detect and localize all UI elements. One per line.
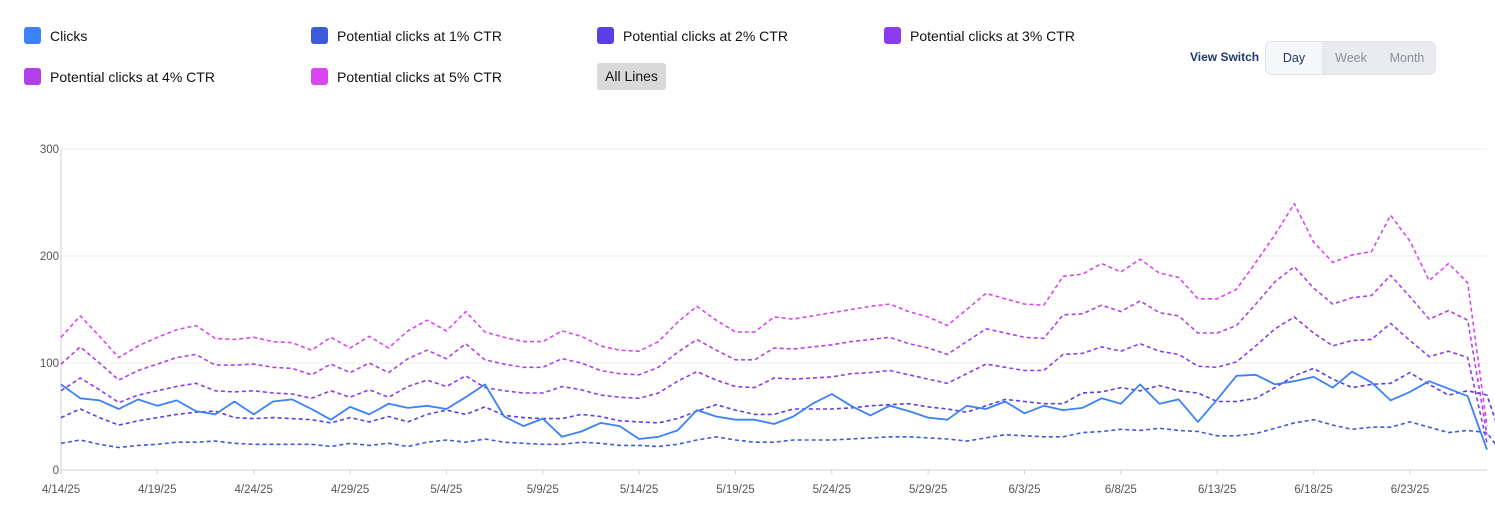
legend-label: Potential clicks at 1% CTR <box>337 27 502 44</box>
legend-swatch-ctr-1 <box>311 27 328 44</box>
chart-grid <box>60 148 1487 471</box>
series-line-clicks <box>60 370 1488 451</box>
x-tick-label: 6/13/25 <box>1198 484 1236 496</box>
legend-label: Potential clicks at 3% CTR <box>910 27 1075 44</box>
legend-item-ctr-2[interactable]: Potential clicks at 2% CTR <box>597 27 788 44</box>
view-day-button[interactable]: Day <box>1266 42 1323 74</box>
y-tick-label: 200 <box>40 251 59 263</box>
y-tick-label: 100 <box>40 358 59 370</box>
series-line-ctr-3 <box>60 316 1488 444</box>
x-tick-label: 5/4/25 <box>430 484 462 496</box>
y-tick-label: 300 <box>40 144 59 156</box>
chart-legend: Clicks Potential clicks at 1% CTR Potent… <box>0 0 1150 100</box>
view-month-button[interactable]: Month <box>1389 51 1425 65</box>
view-switch: Day Week Month <box>1265 41 1436 75</box>
legend-label: Potential clicks at 5% CTR <box>337 68 502 85</box>
legend-swatch-ctr-3 <box>884 27 901 44</box>
x-tick-label: 5/24/25 <box>813 484 851 496</box>
x-tick-label: 4/29/25 <box>331 484 369 496</box>
legend-swatch-ctr-2 <box>597 27 614 44</box>
y-tick-label: 0 <box>53 465 59 477</box>
x-tick-label: 6/18/25 <box>1294 484 1332 496</box>
all-lines-button[interactable]: All Lines <box>597 63 666 90</box>
x-tick-label: 4/19/25 <box>138 484 176 496</box>
legend-swatch-ctr-5 <box>311 68 328 85</box>
series-line-ctr-2 <box>60 367 1495 426</box>
legend-item-ctr-4[interactable]: Potential clicks at 4% CTR <box>24 68 215 85</box>
series-line-ctr-1 <box>60 418 1495 449</box>
series-line-ctr-5 <box>60 202 1488 427</box>
legend-label: Clicks <box>50 27 88 44</box>
x-axis: 4/14/25 4/19/25 4/24/25 4/29/25 5/4/25 5/9/25… <box>42 470 1429 496</box>
legend-label: Potential clicks at 2% CTR <box>623 27 788 44</box>
legend-swatch-ctr-4 <box>24 68 41 85</box>
legend-item-ctr-5[interactable]: Potential clicks at 5% CTR <box>311 68 502 85</box>
x-tick-label: 5/29/25 <box>909 484 947 496</box>
legend-swatch-clicks <box>24 27 41 44</box>
x-tick-label: 6/8/25 <box>1105 484 1137 496</box>
x-tick-label: 4/24/25 <box>235 484 273 496</box>
chart-series <box>60 202 1495 451</box>
y-axis: 0 100 200 300 <box>40 144 59 477</box>
view-switch-label: View Switch <box>1190 50 1260 64</box>
x-tick-label: 6/3/25 <box>1009 484 1041 496</box>
x-tick-label: 5/14/25 <box>620 484 658 496</box>
series-line-ctr-4 <box>60 265 1488 435</box>
view-week-button[interactable]: Week <box>1335 51 1367 65</box>
legend-item-ctr-3[interactable]: Potential clicks at 3% CTR <box>884 27 1075 44</box>
x-tick-label: 4/14/25 <box>42 484 80 496</box>
legend-label: Potential clicks at 4% CTR <box>50 68 215 85</box>
x-tick-label: 5/19/25 <box>716 484 754 496</box>
x-tick-label: 5/9/25 <box>527 484 559 496</box>
legend-item-ctr-1[interactable]: Potential clicks at 1% CTR <box>311 27 502 44</box>
x-tick-label: 6/23/25 <box>1391 484 1429 496</box>
legend-item-clicks[interactable]: Clicks <box>24 27 87 44</box>
